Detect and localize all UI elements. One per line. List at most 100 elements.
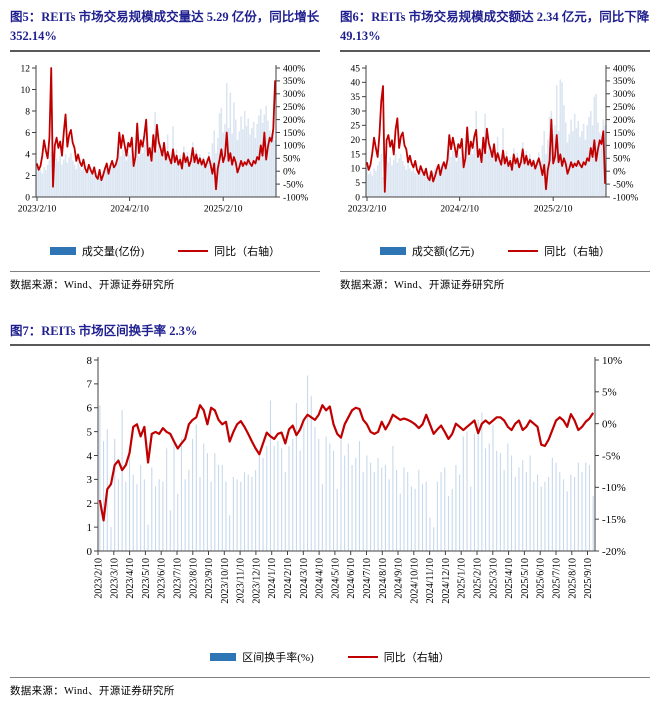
- svg-text:5: 5: [355, 179, 360, 189]
- svg-text:10%: 10%: [602, 355, 622, 367]
- svg-text:250%: 250%: [613, 103, 635, 113]
- svg-text:25: 25: [351, 121, 361, 131]
- svg-text:45: 45: [351, 64, 361, 74]
- figure-5: 图5：REITs 市场交易规模成交量达 5.29 亿份，同比增长 352.14%…: [10, 8, 320, 292]
- svg-text:2023/12/10: 2023/12/10: [251, 558, 262, 604]
- svg-text:2024/8/10: 2024/8/10: [378, 558, 389, 599]
- svg-text:2025/8/10: 2025/8/10: [567, 558, 578, 599]
- svg-text:0: 0: [25, 193, 30, 203]
- svg-text:12: 12: [21, 64, 31, 74]
- svg-text:4: 4: [87, 450, 93, 462]
- fig6-turnover-amount-chart: 0 5 10 15 20 25 30 35 40 45 -100% -50% 0% 50% 100% 150%…: [348, 64, 639, 214]
- svg-text:10: 10: [21, 86, 31, 96]
- svg-text:2024/9/10: 2024/9/10: [394, 558, 405, 599]
- fig6-source-note: 数据来源：Wind、开源证券研究所: [340, 270, 650, 292]
- svg-text:100%: 100%: [613, 141, 635, 151]
- svg-text:2024/6/10: 2024/6/10: [346, 558, 357, 599]
- line-legend-swatch-icon: [178, 249, 209, 252]
- svg-text:2024/4/10: 2024/4/10: [315, 558, 326, 599]
- bar-legend-swatch-icon: [210, 653, 237, 662]
- svg-text:2023/4/10: 2023/4/10: [125, 558, 136, 599]
- svg-text:40: 40: [351, 78, 361, 88]
- fig6-legend: 成交额(亿元) 同比（右轴）: [340, 243, 650, 259]
- svg-text:4: 4: [25, 150, 30, 160]
- svg-text:-50%: -50%: [283, 180, 304, 190]
- svg-text:2023/5/10: 2023/5/10: [141, 558, 152, 599]
- svg-text:-50%: -50%: [613, 180, 634, 190]
- bar-legend-swatch-icon: [49, 246, 76, 255]
- report-page: 图5：REITs 市场交易规模成交量达 5.29 亿份，同比增长 352.14%…: [10, 8, 650, 698]
- line-legend-label: 同比（右轴）: [214, 245, 281, 258]
- svg-text:2023/6/10: 2023/6/10: [157, 558, 168, 599]
- svg-text:7: 7: [87, 379, 93, 391]
- svg-text:2025/2/10: 2025/2/10: [204, 204, 243, 214]
- svg-text:2023/9/10: 2023/9/10: [204, 558, 215, 599]
- svg-text:2025/3/10: 2025/3/10: [488, 558, 499, 599]
- svg-text:0%: 0%: [283, 167, 296, 177]
- svg-text:2025/2/10: 2025/2/10: [534, 204, 573, 214]
- svg-text:2023/8/10: 2023/8/10: [188, 558, 199, 599]
- svg-text:-15%: -15%: [602, 514, 626, 526]
- svg-text:350%: 350%: [283, 77, 305, 87]
- fig5-volume-chart: 0 2 4 6 8 10 12 -100% -50% 0% 50% 100% 150% 200% 250% 3…: [18, 64, 309, 214]
- svg-text:10: 10: [351, 164, 361, 174]
- line-legend-label: 同比（右轴）: [383, 652, 450, 665]
- svg-text:100%: 100%: [283, 141, 305, 151]
- figure-7-title-rule: [10, 344, 650, 347]
- svg-text:150%: 150%: [283, 129, 305, 139]
- svg-text:2024/3/10: 2024/3/10: [299, 558, 310, 599]
- fig7-legend: 区间换手率(%) 同比（右轴）: [10, 649, 650, 665]
- svg-text:2025/7/10: 2025/7/10: [552, 558, 563, 599]
- svg-text:2023/11/10: 2023/11/10: [236, 558, 247, 603]
- svg-text:2: 2: [25, 172, 30, 182]
- svg-text:2024/7/10: 2024/7/10: [362, 558, 373, 599]
- svg-text:50%: 50%: [613, 154, 631, 164]
- svg-text:300%: 300%: [283, 90, 305, 100]
- svg-text:2024/10/10: 2024/10/10: [409, 558, 420, 604]
- svg-text:8: 8: [25, 107, 30, 117]
- bar-legend-label: 区间换手率(%): [242, 652, 314, 665]
- svg-text:5%: 5%: [602, 387, 617, 399]
- svg-text:250%: 250%: [283, 103, 305, 113]
- svg-text:5: 5: [87, 427, 93, 439]
- svg-text:150%: 150%: [613, 129, 635, 139]
- svg-text:2023/2/10: 2023/2/10: [348, 204, 387, 214]
- figure-6: 图6：REITs 市场交易规模成交额达 2.34 亿元，同比下降 49.13% …: [340, 8, 650, 292]
- svg-text:2024/2/10: 2024/2/10: [440, 204, 479, 214]
- figure-6-title-rule: [340, 49, 650, 52]
- svg-text:2023/2/10: 2023/2/10: [94, 558, 105, 599]
- svg-text:350%: 350%: [613, 77, 635, 87]
- figure-6-title: 图6：REITs 市场交易规模成交额达 2.34 亿元，同比下降 49.13%: [340, 10, 650, 44]
- fig5-legend: 成交量(亿份) 同比（右轴）: [10, 243, 320, 259]
- svg-text:-5%: -5%: [602, 450, 620, 462]
- svg-text:2025/2/10: 2025/2/10: [473, 558, 484, 599]
- svg-text:2: 2: [87, 498, 93, 510]
- line-legend-label: 同比（右轴）: [544, 245, 611, 258]
- svg-text:2025/9/10: 2025/9/10: [583, 558, 594, 599]
- svg-text:35: 35: [351, 93, 361, 103]
- bar-legend-label: 成交量(亿份): [81, 245, 145, 258]
- svg-text:0%: 0%: [613, 167, 626, 177]
- svg-text:300%: 300%: [613, 90, 635, 100]
- svg-text:3: 3: [87, 474, 93, 486]
- svg-text:2025/5/10: 2025/5/10: [520, 558, 531, 599]
- svg-text:0: 0: [87, 546, 93, 558]
- line-legend-swatch-icon: [347, 656, 378, 659]
- svg-text:2023/2/10: 2023/2/10: [18, 204, 57, 214]
- svg-text:-20%: -20%: [602, 546, 626, 558]
- svg-text:-10%: -10%: [602, 482, 626, 494]
- figure-7: 图7：REITs 市场区间换手率 2.3% 0 1 2 3 4 5 6 7 8 -20% -15% -…: [10, 322, 650, 698]
- fig7-legend-turnover: 区间换手率(%): [210, 649, 314, 665]
- svg-text:2024/1/10: 2024/1/10: [267, 558, 278, 599]
- svg-text:-100%: -100%: [613, 193, 638, 203]
- svg-text:2024/12/10: 2024/12/10: [441, 558, 452, 604]
- fig5-legend-volume: 成交量(亿份): [49, 243, 145, 259]
- line-legend-swatch-icon: [508, 249, 539, 252]
- svg-text:2023/10/10: 2023/10/10: [220, 558, 231, 604]
- bar-legend-swatch-icon: [379, 246, 406, 255]
- svg-text:0%: 0%: [602, 419, 617, 431]
- svg-text:2023/7/10: 2023/7/10: [173, 558, 184, 599]
- svg-text:6: 6: [25, 129, 30, 139]
- fig5-legend-yoy: 同比（右轴）: [178, 243, 280, 259]
- fig7-turnover-rate-chart: 0 1 2 3 4 5 6 7 8 -20% -15% -10% -5% 0% 5% 10% 2023/2/10…: [87, 355, 626, 604]
